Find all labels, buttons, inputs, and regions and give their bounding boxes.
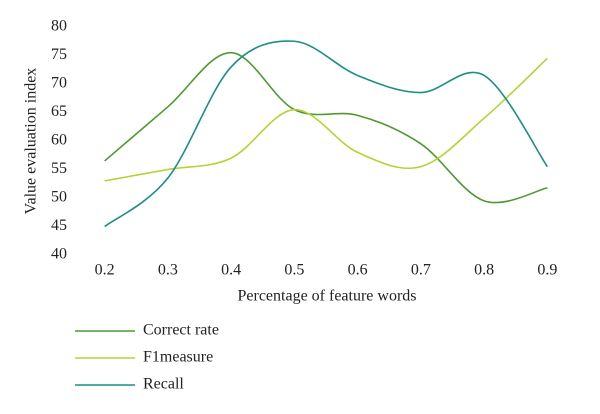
series-line (104, 51, 548, 204)
x-tick-label: 0.9 (537, 262, 557, 279)
x-tick-label: 0.6 (348, 262, 368, 279)
y-tick-label: 80 (51, 18, 67, 35)
legend-label: Recall (143, 376, 184, 393)
y-tick-label: 45 (51, 217, 67, 234)
legend-label: Correct rate (143, 322, 219, 339)
x-tick-label: 0.7 (411, 262, 431, 279)
y-tick-label: 70 (51, 75, 67, 92)
x-tick-label: 0.3 (158, 262, 178, 279)
x-axis-label: Percentage of feature words (237, 288, 416, 305)
x-tick-label: 0.5 (284, 262, 304, 279)
y-tick-label: 40 (51, 246, 67, 263)
series-line (104, 40, 549, 228)
legend-label: F1measure (143, 349, 213, 366)
y-tick-label: 75 (51, 46, 67, 63)
x-tick-label: 0.4 (221, 262, 241, 279)
y-tick-label: 65 (51, 103, 67, 120)
y-tick-label: 55 (51, 160, 67, 177)
x-tick-label: 0.8 (474, 262, 494, 279)
y-tick-label: 60 (51, 132, 67, 149)
series-line (104, 57, 548, 182)
x-tick-label: 0.2 (95, 262, 115, 279)
y-axis-label: Value evaluation index (23, 68, 40, 215)
y-tick-label: 50 (51, 189, 67, 206)
